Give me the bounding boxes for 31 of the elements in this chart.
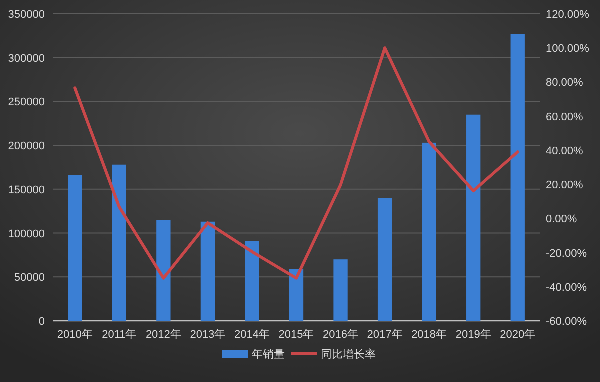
y-tick-label: 150000 [8, 184, 45, 196]
y2-tick-label: -60.00% [546, 316, 588, 328]
y2-tick-label: -40.00% [546, 282, 588, 294]
y-tick-label: 300000 [8, 52, 45, 65]
x-tick-label: 2013年 [190, 329, 226, 341]
y2-tick-label: 60.00% [546, 111, 584, 124]
x-tick-label: 2020年 [500, 329, 536, 341]
y-tick-label: 50000 [14, 272, 45, 284]
y-tick-label: 200000 [8, 140, 45, 153]
x-tick-label: 2010年 [57, 329, 93, 341]
y2-tick-label: 120.00% [546, 9, 590, 21]
y2-tick-label: 20.00% [546, 180, 584, 192]
x-tick-label: 2018年 [412, 329, 448, 341]
y2-tick-label: -20.00% [546, 248, 588, 260]
legend-label: 同比增长率 [321, 348, 376, 361]
y-tick-label: 100000 [8, 228, 45, 240]
y-tick-label: 0 [38, 316, 45, 328]
x-tick-label: 2015年 [278, 329, 314, 341]
x-tick-label: 2019年 [456, 329, 492, 341]
x-tick-label: 2011年 [102, 329, 137, 341]
y-tick-label: 350000 [8, 9, 45, 21]
y-tick-label: 250000 [8, 96, 45, 109]
x-tick-label: 2012年 [146, 329, 182, 341]
x-tick-label: 2014年 [234, 329, 270, 341]
x-tick-label: 2016年 [323, 329, 359, 341]
y2-tick-label: 100.00% [546, 43, 590, 56]
x-tick-label: 2017年 [367, 329, 403, 341]
y2-tick-label: 0.00% [546, 214, 578, 226]
y2-tick-label: 40.00% [546, 145, 584, 158]
y2-tick-label: 80.00% [546, 77, 584, 90]
legend-label: 年销量 [252, 349, 285, 361]
